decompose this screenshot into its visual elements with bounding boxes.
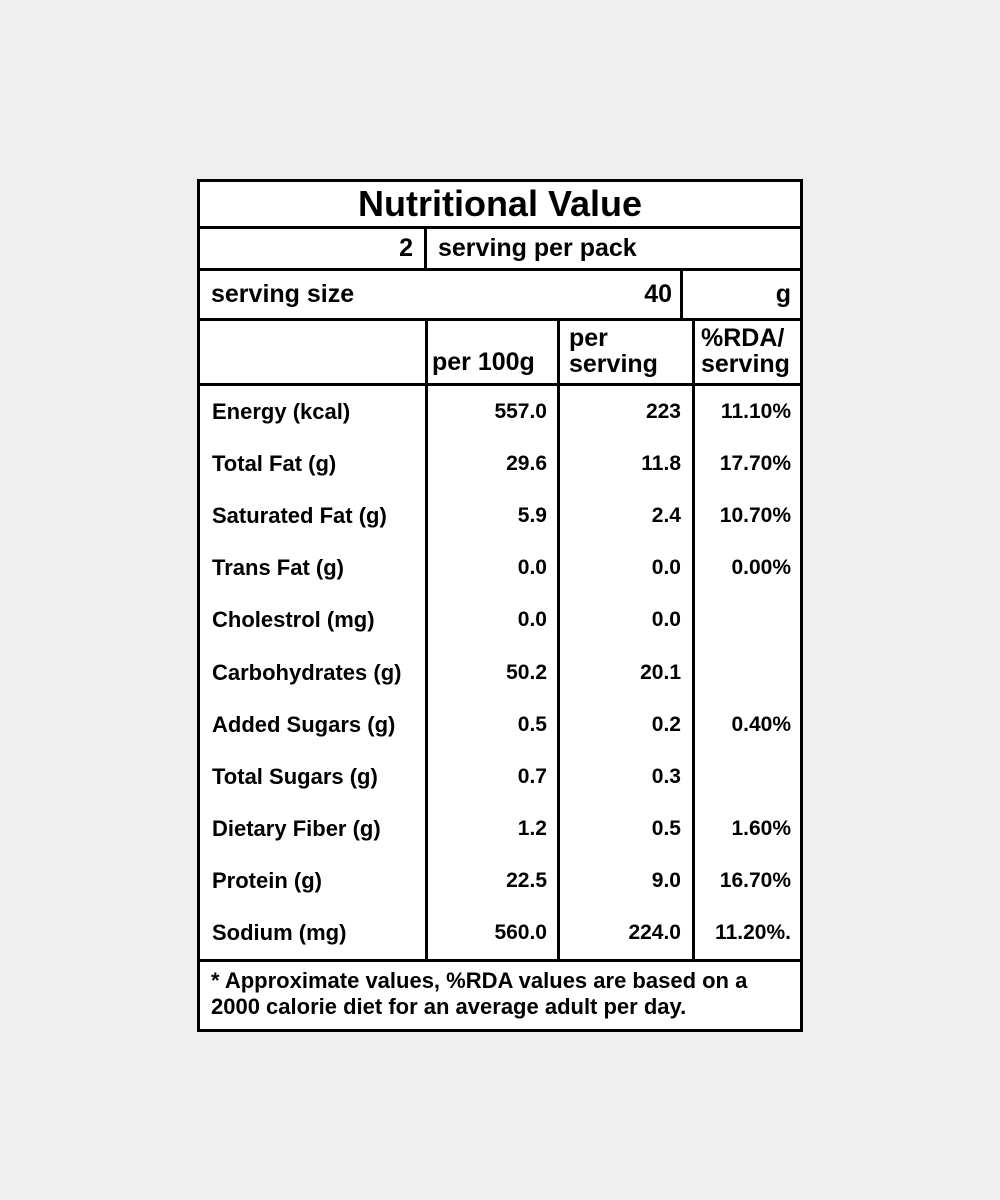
header-nutrient <box>200 321 425 383</box>
value-rda-per-serving: 0.40% <box>692 698 800 751</box>
page-title: Nutritional Value <box>357 183 643 224</box>
value-per-serving: 9.0 <box>557 854 692 907</box>
column-header-row: per 100g per serving %RDA/ serving <box>200 321 800 386</box>
value-rda-per-serving: 11.20%. <box>692 906 800 960</box>
serving-size-unit: g <box>775 280 791 308</box>
header-per-100g: per 100g <box>425 321 557 383</box>
table-row: Sodium (mg) 560.0 224.0 11.20%. <box>200 906 800 960</box>
header-per-serving-line1: per <box>569 324 608 352</box>
value-per-serving: 0.0 <box>557 542 692 595</box>
value-per-100g: 22.5 <box>425 854 557 907</box>
value-rda-per-serving: 16.70% <box>692 854 800 907</box>
servings-per-pack-row: 2 serving per pack <box>200 229 800 271</box>
value-rda-per-serving <box>692 646 800 699</box>
title-row: Nutritional Value <box>200 182 800 229</box>
value-per-serving: 0.0 <box>557 594 692 647</box>
serving-size-label: serving size <box>211 280 355 308</box>
value-per-100g: 50.2 <box>425 646 557 699</box>
value-per-serving: 20.1 <box>557 646 692 699</box>
serving-per-pack-label: serving per pack <box>438 234 637 262</box>
table-row: Dietary Fiber (g) 1.2 0.5 1.60% <box>200 802 800 855</box>
serving-count-value: 2 <box>200 229 427 268</box>
value-per-100g: 29.6 <box>425 438 557 491</box>
nutrient-label: Added Sugars (g) <box>212 711 396 737</box>
value-rda-per-serving: 0.00% <box>692 542 800 595</box>
nutrient-label: Dietary Fiber (g) <box>212 815 381 841</box>
table-row: Protein (g) 22.5 9.0 16.70% <box>200 854 800 907</box>
value-per-100g: 5.9 <box>425 490 557 543</box>
value-per-serving: 2.4 <box>557 490 692 543</box>
nutrient-label: Carbohydrates (g) <box>212 659 402 685</box>
nutrient-label: Cholestrol (mg) <box>212 607 375 633</box>
footnote-line2: 2000 calorie diet for an average adult p… <box>211 994 687 1019</box>
table-row: Trans Fat (g) 0.0 0.0 0.00% <box>200 542 800 595</box>
value-per-serving: 223 <box>557 386 692 439</box>
header-per-serving-line2: serving <box>569 350 658 378</box>
value-per-100g: 560.0 <box>425 906 557 960</box>
table-row: Cholestrol (mg) 0.0 0.0 <box>200 594 800 647</box>
value-per-100g: 0.5 <box>425 698 557 751</box>
value-per-100g: 0.7 <box>425 750 557 803</box>
value-per-100g: 0.0 <box>425 594 557 647</box>
nutrient-label: Total Sugars (g) <box>212 763 378 789</box>
value-rda-per-serving: 11.10% <box>692 386 800 439</box>
nutrient-label: Trans Fat (g) <box>212 555 345 581</box>
nutrient-label: Saturated Fat (g) <box>212 503 387 529</box>
value-per-100g: 0.0 <box>425 542 557 595</box>
nutrition-label: Nutritional Value 2 serving per pack ser… <box>197 179 803 1032</box>
nutrient-label: Sodium (mg) <box>212 919 347 945</box>
serving-size-cell: serving size 40 <box>200 271 683 318</box>
value-per-serving: 224.0 <box>557 906 692 960</box>
nutrient-label: Total Fat (g) <box>212 451 337 477</box>
value-rda-per-serving <box>692 594 800 647</box>
nutrient-rows: Energy (kcal) 557.0 223 11.10% Total Fat (g)… <box>200 386 800 960</box>
value-per-100g: 1.2 <box>425 802 557 855</box>
header-rda-per-serving: %RDA/ serving <box>692 321 800 383</box>
footnote: * Approximate values, %RDA values are ba… <box>200 959 800 1029</box>
value-rda-per-serving: 17.70% <box>692 438 800 491</box>
value-per-serving: 0.2 <box>557 698 692 751</box>
value-per-serving: 11.8 <box>557 438 692 491</box>
table-row: Total Sugars (g) 0.7 0.3 <box>200 750 800 803</box>
value-per-serving: 0.3 <box>557 750 692 803</box>
value-rda-per-serving: 10.70% <box>692 490 800 543</box>
value-rda-per-serving <box>692 750 800 803</box>
table-row: Energy (kcal) 557.0 223 11.10% <box>200 386 800 439</box>
table-row: Saturated Fat (g) 5.9 2.4 10.70% <box>200 490 800 543</box>
footnote-line1: * Approximate values, %RDA values are ba… <box>211 968 748 993</box>
nutrient-label: Energy (kcal) <box>212 399 351 425</box>
serving-size-row: serving size 40 g <box>200 271 800 321</box>
nutrient-label: Protein (g) <box>212 867 322 893</box>
header-rda-line2: serving <box>701 350 790 378</box>
header-rda-line1: %RDA/ <box>701 324 785 352</box>
serving-size-value: 40 <box>644 280 672 308</box>
header-per-serving: per serving <box>557 321 692 383</box>
value-per-100g: 557.0 <box>425 386 557 439</box>
table-row: Added Sugars (g) 0.5 0.2 0.40% <box>200 698 800 751</box>
value-rda-per-serving: 1.60% <box>692 802 800 855</box>
table-row: Total Fat (g) 29.6 11.8 17.70% <box>200 438 800 491</box>
table-row: Carbohydrates (g) 50.2 20.1 <box>200 646 800 699</box>
value-per-serving: 0.5 <box>557 802 692 855</box>
